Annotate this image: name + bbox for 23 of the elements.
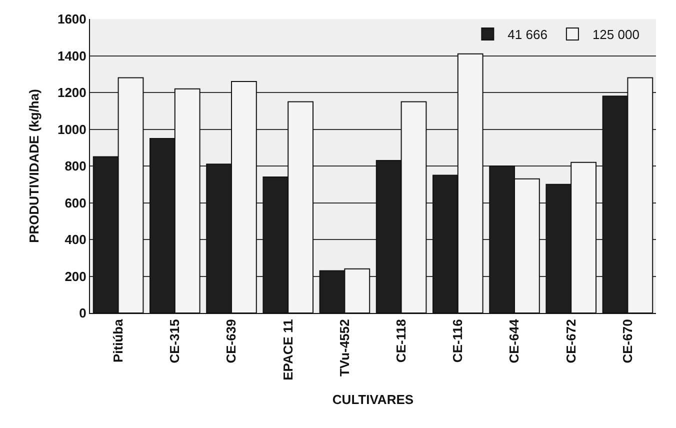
y-tick-label: 1600 — [57, 12, 86, 27]
y-tick-label: 0 — [79, 306, 86, 321]
y-axis-title: PRODUTIVIDADE (kg/ha) — [26, 89, 42, 243]
y-tick-label: 600 — [64, 195, 86, 210]
x-tick-label: CE-672 — [563, 319, 578, 364]
x-tick-label: CE-116 — [450, 319, 466, 363]
x-tick-label: CE-118 — [394, 319, 409, 363]
x-tick-label: EPACE 11 — [280, 319, 296, 380]
y-tick-label: 1000 — [57, 122, 86, 137]
legend-label: 41 666 — [508, 27, 548, 42]
y-tick-label: 1400 — [57, 48, 86, 64]
x-tick-label: CE-315 — [167, 319, 182, 364]
legend-label: 125 000 — [592, 27, 640, 42]
y-tick-label: 1200 — [57, 85, 86, 100]
y-tick-label: 200 — [64, 268, 86, 284]
x-tick-label: CE-644 — [506, 318, 522, 364]
x-tick-label: CE-639 — [224, 319, 239, 364]
y-tick-label: 800 — [64, 158, 86, 174]
x-tick-label: CE-670 — [620, 319, 635, 364]
x-tick-label: TVu-4552 — [336, 319, 352, 377]
x-tick-label: Pitiúba — [110, 318, 126, 363]
y-tick-label: 400 — [64, 232, 86, 248]
x-axis-title: CULTIVARES — [332, 392, 414, 407]
